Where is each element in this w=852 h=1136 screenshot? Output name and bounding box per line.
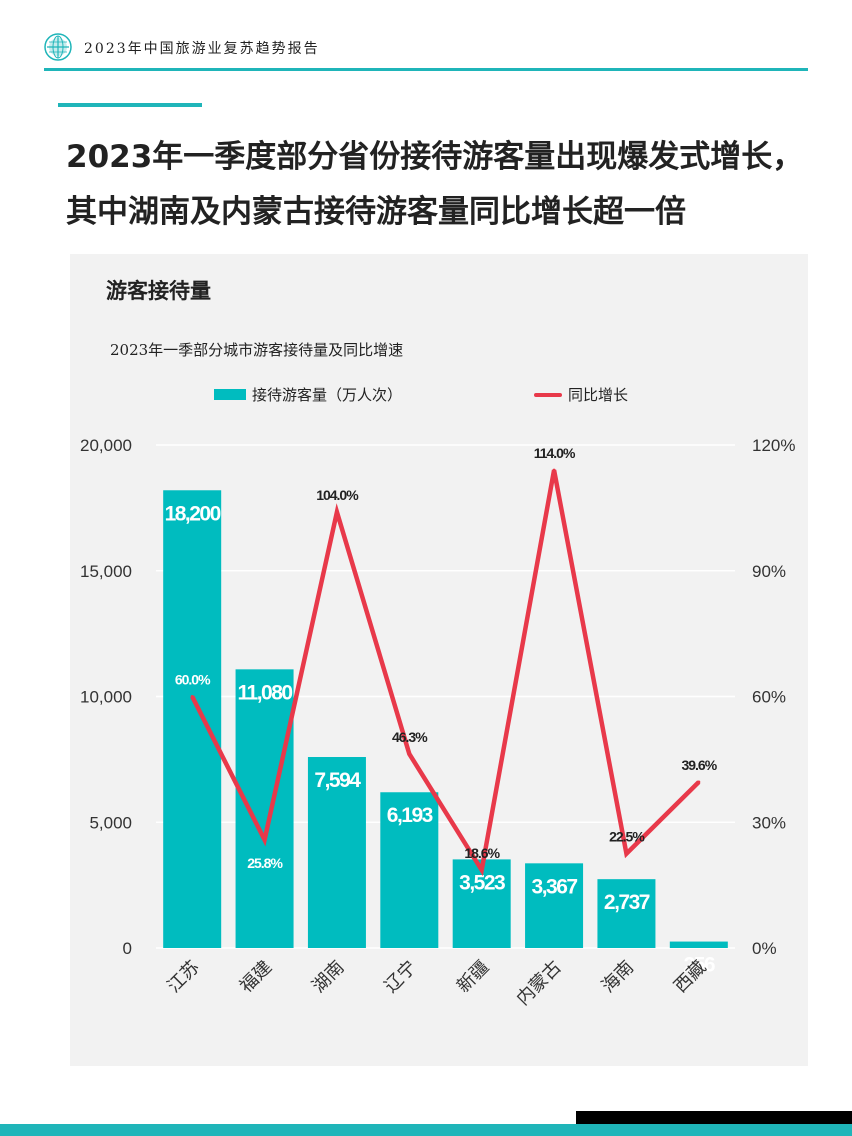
growth-value-label: 104.0% — [316, 487, 359, 503]
x-category-label: 新疆 — [453, 957, 493, 997]
bar-value-label: 11,080 — [238, 681, 293, 704]
y-left-tick-label: 20,000 — [80, 436, 132, 455]
x-category-label: 海南 — [598, 957, 638, 997]
bar-value-label: 7,594 — [314, 769, 361, 792]
legend-bar-swatch — [214, 389, 246, 400]
headline: 2023年一季度部分省份接待游客量出现爆发式增长， 其中湖南及内蒙古接待游客量同… — [66, 130, 826, 240]
growth-value-label: 39.6% — [681, 757, 717, 773]
growth-value-label: 60.0% — [175, 672, 211, 688]
x-category-label: 湖南 — [308, 957, 348, 997]
y-left-tick-label: 0 — [123, 939, 132, 958]
bar-value-label: 2,737 — [604, 891, 650, 914]
report-title: 2023年中国旅游业复苏趋势报告 — [84, 41, 320, 57]
bar — [307, 757, 366, 948]
footer-teal-bar — [0, 1124, 852, 1136]
bar-value-label: 256 — [684, 954, 715, 977]
growth-point — [552, 468, 556, 472]
bar — [669, 941, 728, 948]
bar — [163, 490, 222, 948]
growth-point — [624, 852, 628, 856]
y-right-tick-label: 30% — [752, 813, 786, 832]
chart-title: 2023年一季部分城市游客接待量及同比增速 — [110, 341, 404, 359]
x-category-label: 辽宁 — [381, 957, 421, 997]
growth-line — [190, 469, 701, 877]
y-left-tick-label: 15,000 — [80, 562, 132, 581]
bar — [525, 863, 584, 948]
y-left-tick-label: 10,000 — [80, 688, 132, 707]
bar — [380, 792, 439, 948]
headline-line-2: 其中湖南及内蒙古接待游客量同比增长超一倍 — [66, 194, 686, 230]
x-category-label: 内蒙古 — [513, 957, 566, 1010]
y-left-tick-label: 5,000 — [89, 813, 132, 832]
bar-value-label: 18,200 — [165, 502, 221, 525]
headline-line-1: 2023年一季度部分省份接待游客量出现爆发式增长， — [66, 139, 804, 175]
bar — [597, 879, 656, 948]
growth-value-label: 46.3% — [392, 729, 428, 745]
y-right-tick-label: 120% — [752, 436, 795, 455]
report-header: 2023年中国旅游业复苏趋势报告 — [44, 30, 808, 70]
growth-point — [263, 838, 267, 842]
growth-value-label: 25.8% — [247, 855, 283, 871]
legend-line-label: 同比增长 — [568, 386, 629, 404]
growth-value-label: 114.0% — [534, 445, 576, 461]
y-right-tick-label: 60% — [752, 688, 786, 707]
growth-point — [335, 510, 339, 514]
growth-point — [480, 868, 484, 872]
y-right-tick-label: 0% — [752, 939, 777, 958]
growth-value-label: 18.6% — [464, 845, 500, 861]
legend-line-swatch — [534, 392, 562, 397]
bar-value-label: 6,193 — [387, 804, 433, 827]
x-category-label: 江苏 — [163, 957, 203, 997]
footer-black-bar — [576, 1111, 852, 1124]
bar-value-label: 3,367 — [532, 875, 578, 898]
accent-bar — [58, 103, 202, 107]
panel-title: 游客接待量 — [106, 279, 211, 303]
bar-value-label: 3,523 — [459, 871, 505, 894]
growth-point — [407, 752, 411, 756]
growth-point — [190, 695, 194, 698]
legend-bar-label: 接待游客量（万人次） — [252, 386, 403, 404]
globe-logo-icon — [44, 33, 72, 61]
x-category-label: 福建 — [236, 957, 276, 997]
growth-value-label: 22.5% — [609, 829, 645, 845]
legend-line: 同比增长 — [534, 384, 628, 405]
bar — [235, 669, 294, 948]
growth-point — [697, 780, 701, 784]
header-divider — [44, 68, 808, 71]
legend-bar: 接待游客量（万人次） — [214, 384, 402, 405]
y-right-tick-label: 90% — [752, 562, 786, 581]
